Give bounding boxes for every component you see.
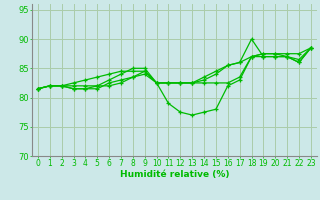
X-axis label: Humidité relative (%): Humidité relative (%) [120,170,229,179]
